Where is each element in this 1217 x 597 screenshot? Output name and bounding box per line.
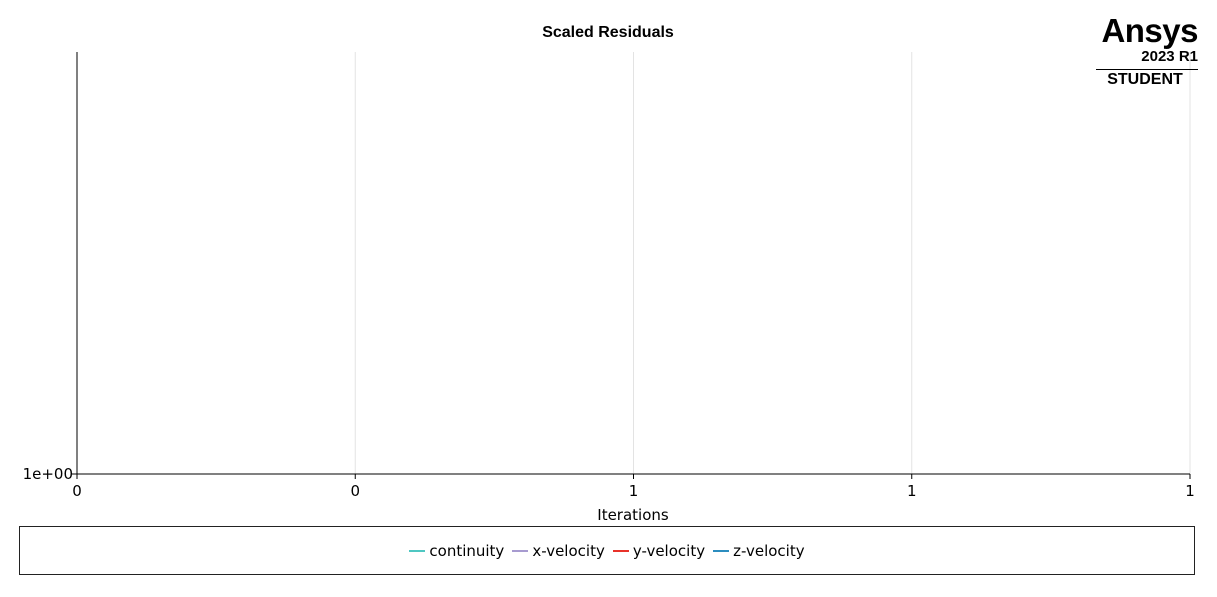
legend-label: z-velocity (733, 541, 805, 560)
x-ticks: 0 0 1 1 1 (72, 474, 1195, 500)
ansys-logo: Ansys 2023 R1 STUDENT (1096, 12, 1199, 90)
y-ticks: 1e+00 (23, 465, 77, 483)
legend-item[interactable]: x-velocity (512, 542, 605, 560)
legend-item[interactable]: y-velocity (612, 541, 706, 560)
brand-divider (1096, 69, 1198, 70)
legend-item[interactable]: z-velocity (713, 542, 805, 560)
x-tick-label: 0 (72, 482, 82, 500)
legend-label: y-velocity (632, 541, 706, 560)
x-tick-label: 0 (350, 482, 360, 500)
legend-swatch (512, 549, 529, 552)
legend-label: continuity (429, 541, 505, 560)
legend-swatch (409, 549, 426, 552)
x-tick-label: 1 (1185, 482, 1195, 500)
x-axis-label: Iterations (597, 506, 669, 524)
y-tick-label: 1e+00 (23, 465, 73, 483)
x-tick-label: 1 (629, 482, 639, 500)
legend-swatch (612, 549, 629, 552)
x-tick-label: 1 (907, 482, 917, 500)
brand-version: 2023 R1 (1141, 48, 1198, 65)
legend-swatch (713, 549, 730, 552)
legend-label: x-velocity (532, 541, 605, 560)
brand-edition: STUDENT (1107, 71, 1183, 88)
brand-name: Ansys (1101, 12, 1198, 49)
chart-legend: continuity x-velocity y-velocity z-velocity (19, 526, 1195, 575)
legend-item[interactable]: continuity (409, 542, 504, 560)
grid-lines (354, 52, 1191, 474)
chart-title: Scaled Residuals (542, 24, 674, 41)
